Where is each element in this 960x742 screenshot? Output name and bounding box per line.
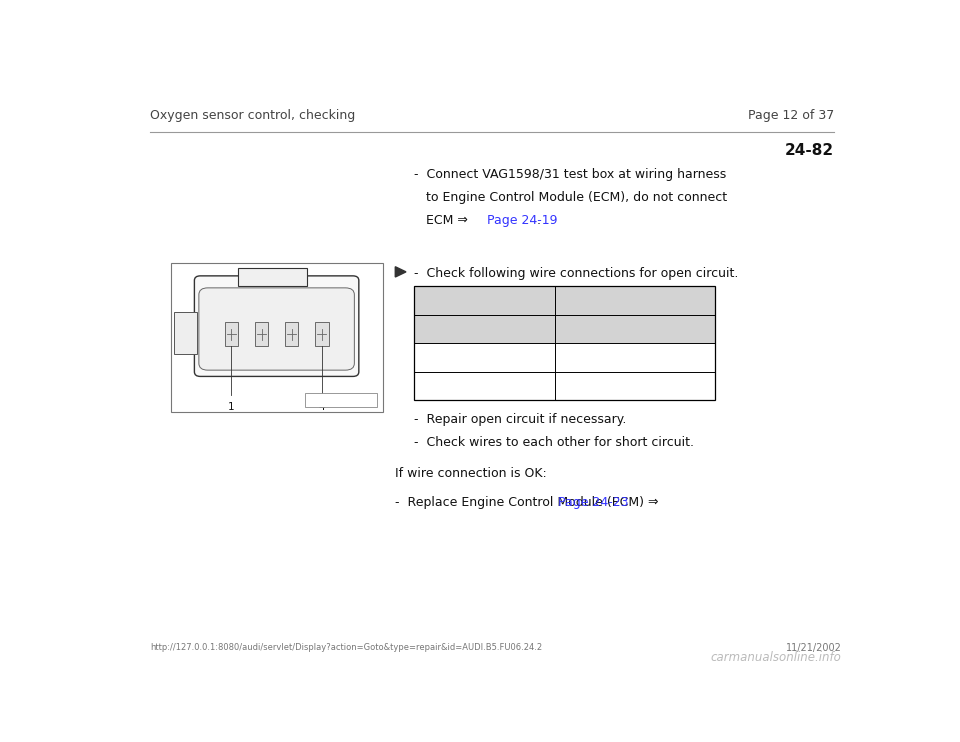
Bar [555, 315, 715, 344]
Text: .: . [533, 214, 540, 226]
Text: ECM ⇒: ECM ⇒ [414, 214, 471, 226]
FancyBboxPatch shape [199, 288, 354, 370]
Bar [414, 286, 555, 315]
Bar [555, 344, 715, 372]
Bar [555, 286, 715, 315]
Text: 51: 51 [627, 351, 643, 364]
Bar [414, 344, 555, 372]
Bar [315, 323, 328, 347]
Bar [171, 263, 383, 412]
Bar [414, 286, 715, 401]
Text: 70: 70 [627, 380, 643, 393]
Text: 11/21/2002: 11/21/2002 [786, 643, 842, 653]
Text: Page 24-19: Page 24-19 [487, 214, 558, 226]
Text: Oxygen sensor control, checking: Oxygen sensor control, checking [150, 109, 355, 122]
Bar [285, 323, 299, 347]
Text: Page 12 of 37: Page 12 of 37 [748, 109, 834, 122]
Text: A24-0094: A24-0094 [320, 395, 363, 404]
Bar [238, 268, 307, 286]
Bar [555, 372, 715, 401]
Text: Page 24-23: Page 24-23 [559, 496, 629, 509]
Text: 3: 3 [481, 351, 489, 364]
Text: -  Repair open circuit if necessary.: - Repair open circuit if necessary. [414, 413, 626, 426]
Text: 4: 4 [319, 401, 325, 412]
Text: -  Check wires to each other for short circuit.: - Check wires to each other for short ci… [414, 436, 694, 449]
Text: 24-82: 24-82 [785, 143, 834, 158]
Text: carmanualsonline.info: carmanualsonline.info [710, 651, 842, 664]
Text: 1: 1 [228, 401, 234, 412]
Text: Terminal: Terminal [456, 323, 513, 335]
Text: to Engine Control Module (ECM), do not connect: to Engine Control Module (ECM), do not c… [414, 191, 727, 204]
FancyBboxPatch shape [194, 276, 359, 376]
Bar [175, 312, 197, 354]
Text: http://127.0.0.1:8080/audi/servlet/Display?action=Goto&type=repair&id=AUDI.B5.FU: http://127.0.0.1:8080/audi/servlet/Displ… [150, 643, 541, 652]
Text: VAG1598/31 test box: VAG1598/31 test box [565, 294, 705, 307]
Text: -  Replace Engine Control Module (ECM) ⇒: - Replace Engine Control Module (ECM) ⇒ [396, 496, 662, 509]
Text: -  Check following wire connections for open circuit.: - Check following wire connections for o… [414, 267, 738, 280]
Bar [225, 323, 238, 347]
Bar [414, 315, 555, 344]
Text: Socket: Socket [613, 323, 658, 335]
Polygon shape [396, 266, 406, 277]
Bar [414, 372, 555, 401]
Text: Harness connector: Harness connector [422, 294, 547, 307]
Text: -  Connect VAG1598/31 test box at wiring harness: - Connect VAG1598/31 test box at wiring … [414, 168, 726, 181]
Text: 4: 4 [481, 380, 489, 393]
Bar [254, 323, 268, 347]
Bar [304, 393, 377, 407]
Text: If wire connection is OK:: If wire connection is OK: [396, 467, 547, 480]
